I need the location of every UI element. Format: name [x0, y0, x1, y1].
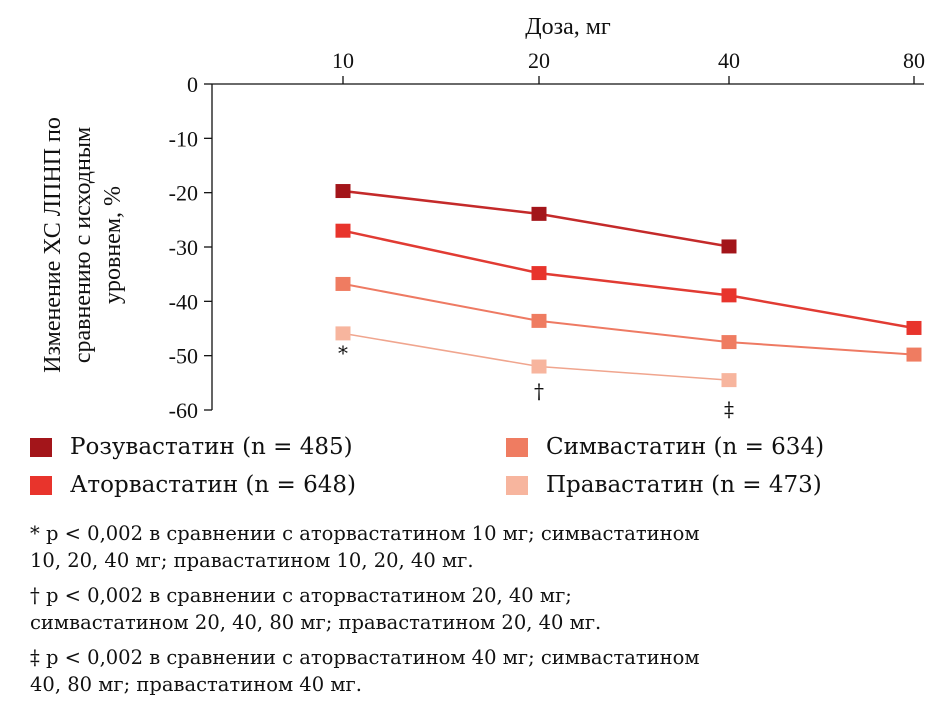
y-tick-label: -10: [169, 126, 198, 151]
series-line-2: [342, 282, 915, 356]
series-line-1: [342, 229, 915, 330]
significance-marker-2: ‡: [724, 397, 734, 421]
y-tick-label: -30: [169, 235, 198, 260]
data-point-3-1: [531, 359, 547, 374]
y-axis-title-line2: сравнению с исходным: [70, 127, 96, 363]
x-tick-label: 40: [718, 48, 740, 73]
y-axis-title-line3: уровнем, %: [100, 186, 126, 304]
data-point-2-0: [335, 276, 351, 291]
legend-swatch: [30, 437, 52, 457]
legend-swatch: [506, 437, 528, 457]
y-tick-label: -50: [169, 344, 198, 369]
legend: Розувастатин (n = 485) Аторвастатин (n =…: [30, 432, 910, 504]
legend-label: Правастатин (n = 473): [546, 472, 822, 498]
y-tick-label: 0: [187, 72, 198, 97]
y-axis-title-line1: Изменение ХС ЛПНП по: [40, 117, 66, 373]
series-points: [335, 184, 922, 388]
data-point-2-2: [721, 335, 737, 350]
legend-swatch: [506, 475, 528, 495]
legend-item-pravastatin: Правастатин (n = 473): [506, 470, 822, 500]
data-point-1-3: [906, 320, 922, 335]
data-point-0-0: [335, 184, 351, 199]
footnotes: * p < 0,002 в сравнении с аторвастатином…: [30, 520, 930, 706]
significance-marker-1: †: [534, 379, 544, 403]
legend-item-rosuvastatin: Розувастатин (n = 485): [30, 432, 353, 462]
footnote-dagger: † p < 0,002 в сравнении с аторвастатином…: [30, 584, 602, 634]
y-tick-label: -20: [169, 181, 198, 206]
x-tick-label: 80: [903, 48, 925, 73]
y-axis-title: Изменение ХС ЛПНП по сравнению с исходны…: [40, 117, 126, 373]
data-point-1-0: [335, 223, 351, 238]
ldl-change-chart: Доза, мг Изменение ХС ЛПНП по сравнению …: [40, 14, 925, 423]
series-lines: [342, 189, 915, 381]
x-tick-label: 10: [332, 48, 354, 73]
data-point-0-1: [531, 206, 547, 221]
data-point-0-2: [721, 239, 737, 254]
data-point-3-2: [721, 373, 737, 388]
significance-marker-0: *: [338, 341, 348, 365]
legend-label: Аторвастатин (n = 648): [70, 472, 356, 498]
footnote-double-dagger: ‡ p < 0,002 в сравнении с аторвастатином…: [30, 646, 700, 696]
data-point-1-1: [531, 266, 547, 281]
legend-label: Симвастатин (n = 634): [546, 434, 825, 460]
axes: 10 20 40 80 0 -10 -20 -30 -40 -50 -60: [169, 48, 925, 423]
data-point-2-1: [531, 313, 547, 328]
legend-item-atorvastatin: Аторвастатин (n = 648): [30, 470, 356, 500]
footnote-asterisk: * p < 0,002 в сравнении с аторвастатином…: [30, 522, 700, 572]
data-point-2-3: [906, 347, 922, 362]
legend-swatch: [30, 475, 52, 495]
significance-markers: * † ‡: [338, 341, 734, 421]
data-point-1-2: [721, 288, 737, 303]
x-axis-title: Доза, мг: [525, 14, 611, 40]
legend-item-simvastatin: Симвастатин (n = 634): [506, 432, 824, 462]
y-tick-label: -60: [169, 398, 198, 423]
x-tick-label: 20: [528, 48, 550, 73]
y-tick-label: -40: [169, 289, 198, 314]
legend-label: Розувастатин (n = 485): [70, 434, 353, 460]
data-point-3-0: [335, 326, 351, 341]
